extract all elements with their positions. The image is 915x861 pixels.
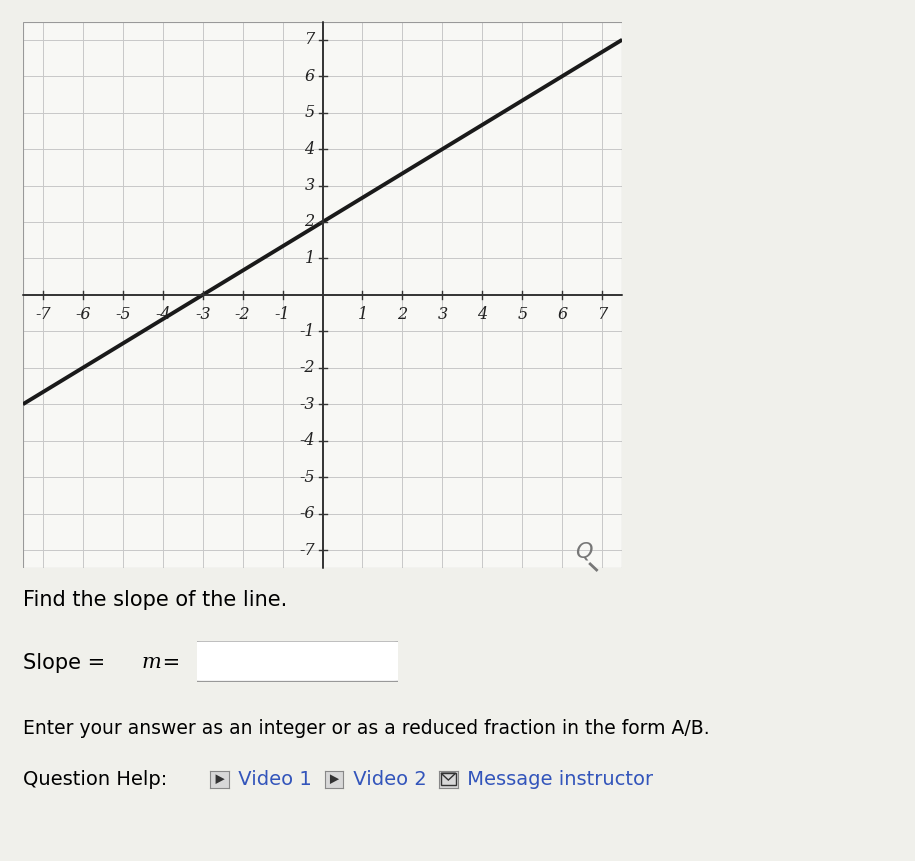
Text: Question Help:: Question Help:: [23, 770, 167, 789]
Text: 2: 2: [397, 306, 407, 323]
Text: -3: -3: [195, 306, 210, 323]
Text: -1: -1: [274, 306, 290, 323]
Polygon shape: [216, 774, 225, 784]
Text: 5: 5: [517, 306, 527, 323]
Text: -5: -5: [299, 468, 315, 486]
Text: 7: 7: [305, 31, 315, 48]
Text: -4: -4: [299, 432, 315, 449]
Text: 4: 4: [478, 306, 488, 323]
Text: -1: -1: [299, 323, 315, 340]
Text: Slope =: Slope =: [23, 653, 112, 673]
Text: 3: 3: [437, 306, 447, 323]
Text: Enter your answer as an integer or as a reduced fraction in the form A/B.: Enter your answer as an integer or as a …: [23, 719, 709, 738]
Text: -6: -6: [75, 306, 91, 323]
Text: -7: -7: [299, 542, 315, 559]
Text: 3: 3: [305, 177, 315, 194]
Text: 1: 1: [305, 250, 315, 267]
Text: -2: -2: [299, 359, 315, 376]
Polygon shape: [330, 774, 339, 784]
Text: Video 2: Video 2: [347, 770, 426, 789]
Text: -6: -6: [299, 505, 315, 522]
Text: 2: 2: [305, 214, 315, 231]
Text: Video 1: Video 1: [232, 770, 312, 789]
Text: -3: -3: [299, 396, 315, 412]
Text: Q: Q: [575, 542, 592, 561]
Text: 6: 6: [305, 68, 315, 84]
Text: 6: 6: [557, 306, 567, 323]
Text: Message instructor: Message instructor: [461, 770, 653, 789]
Text: m: m: [142, 653, 162, 672]
Text: 7: 7: [597, 306, 608, 323]
Text: 5: 5: [305, 104, 315, 121]
Text: Find the slope of the line.: Find the slope of the line.: [23, 590, 287, 610]
Text: -5: -5: [115, 306, 131, 323]
Text: 1: 1: [358, 306, 368, 323]
FancyBboxPatch shape: [190, 641, 404, 682]
Text: -4: -4: [155, 306, 170, 323]
Text: -2: -2: [235, 306, 251, 323]
Text: -7: -7: [35, 306, 50, 323]
Text: =: =: [156, 653, 181, 673]
Text: 4: 4: [305, 140, 315, 158]
